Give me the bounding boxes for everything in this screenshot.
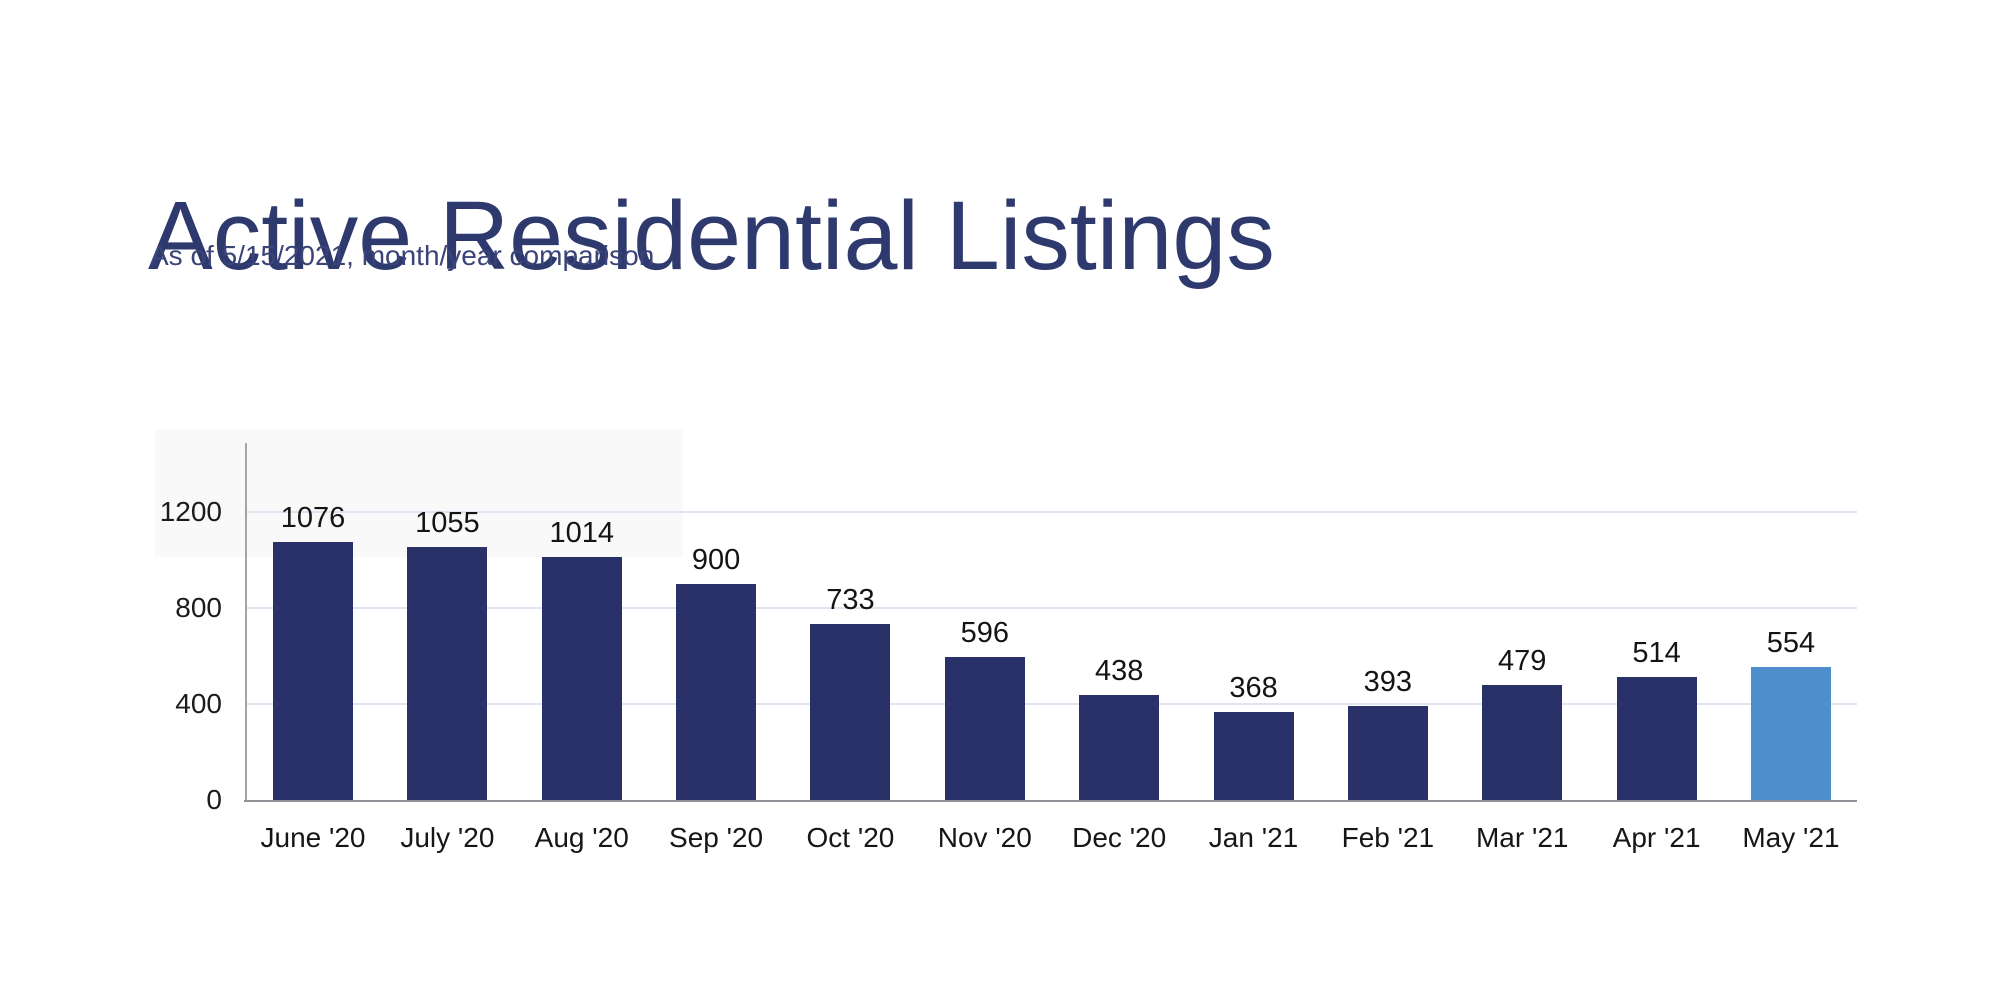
x-axis-line bbox=[244, 800, 1857, 802]
plot-area: 1076 June '20 1055 July '20 1014 Aug '20 900 Se… bbox=[244, 443, 1858, 853]
bar-group: 438 Dec '20 bbox=[1052, 443, 1186, 853]
bar bbox=[407, 546, 488, 800]
bar bbox=[273, 541, 353, 800]
x-tick-label: Aug '20 bbox=[534, 822, 629, 853]
bar-group: 1055 July '20 bbox=[380, 443, 514, 853]
x-tick-label: July '20 bbox=[400, 822, 495, 853]
bar bbox=[1347, 705, 1428, 800]
y-tick-label: 0 bbox=[206, 784, 222, 815]
x-tick-label: Dec '20 bbox=[1072, 822, 1167, 853]
bar-group: 368 Jan '21 bbox=[1187, 443, 1321, 853]
bar-highlighted bbox=[1750, 667, 1831, 800]
gridline bbox=[247, 703, 1857, 705]
bar-group: 733 Oct '20 bbox=[783, 443, 917, 853]
bar bbox=[676, 584, 757, 800]
bar-group: 1014 Aug '20 bbox=[515, 443, 649, 853]
bar-value-label: 1055 bbox=[415, 506, 480, 539]
bar-group: 479 Mar '21 bbox=[1455, 443, 1589, 853]
bar bbox=[944, 656, 1025, 800]
bar-group: 1076 June '20 bbox=[246, 443, 380, 853]
bar-value-label: 733 bbox=[826, 584, 875, 617]
bar-value-label: 596 bbox=[960, 616, 1009, 649]
bar-value-label: 514 bbox=[1632, 636, 1681, 669]
bar-value-label: 368 bbox=[1229, 671, 1278, 704]
y-tick-label: 1200 bbox=[159, 496, 222, 527]
bar-value-label: 479 bbox=[1498, 645, 1547, 678]
chart-subtitle: As of 5/15/2021, month/year comparison bbox=[150, 240, 655, 271]
bar-value-label: 438 bbox=[1094, 654, 1144, 687]
x-tick-label: Mar '21 bbox=[1475, 822, 1569, 853]
bar bbox=[1616, 676, 1697, 800]
y-axis-labels: 0 400 800 1200 bbox=[140, 443, 222, 815]
bar-value-label: 1014 bbox=[549, 516, 614, 549]
gridline bbox=[247, 511, 1857, 513]
x-tick-label: Apr '21 bbox=[1612, 822, 1701, 853]
bar bbox=[1482, 685, 1563, 800]
x-tick-label: Nov '20 bbox=[937, 822, 1032, 853]
chart-title: Active Residential Listings bbox=[148, 180, 1275, 290]
x-tick-label: May '21 bbox=[1742, 822, 1840, 853]
bar-group: 393 Feb '21 bbox=[1321, 443, 1455, 853]
bar-value-label: 554 bbox=[1766, 627, 1816, 660]
x-tick-label: Jan '21 bbox=[1208, 822, 1299, 853]
bar bbox=[541, 556, 622, 800]
x-tick-label: Oct '20 bbox=[806, 822, 895, 853]
x-tick-label: Sep '20 bbox=[669, 822, 764, 853]
bar-group: 514 Apr '21 bbox=[1590, 443, 1724, 853]
bar-group: 900 Sep '20 bbox=[649, 443, 783, 853]
bar-group: 596 Nov '20 bbox=[918, 443, 1052, 853]
y-tick-label: 800 bbox=[175, 592, 222, 623]
y-axis-line bbox=[245, 443, 247, 800]
y-tick-label: 400 bbox=[175, 688, 222, 719]
background-artifact bbox=[155, 430, 683, 557]
bar-value-label: 900 bbox=[691, 544, 741, 576]
bar bbox=[1213, 711, 1294, 800]
gridline bbox=[247, 607, 1857, 609]
x-tick-label: June '20 bbox=[260, 822, 366, 853]
bar bbox=[810, 624, 891, 800]
bar-value-label: 1076 bbox=[280, 501, 346, 534]
bar bbox=[1079, 694, 1160, 800]
bar-group: 554 May '21 bbox=[1724, 443, 1858, 853]
bar-value-label: 393 bbox=[1363, 665, 1413, 698]
x-tick-label: Feb '21 bbox=[1341, 822, 1435, 853]
